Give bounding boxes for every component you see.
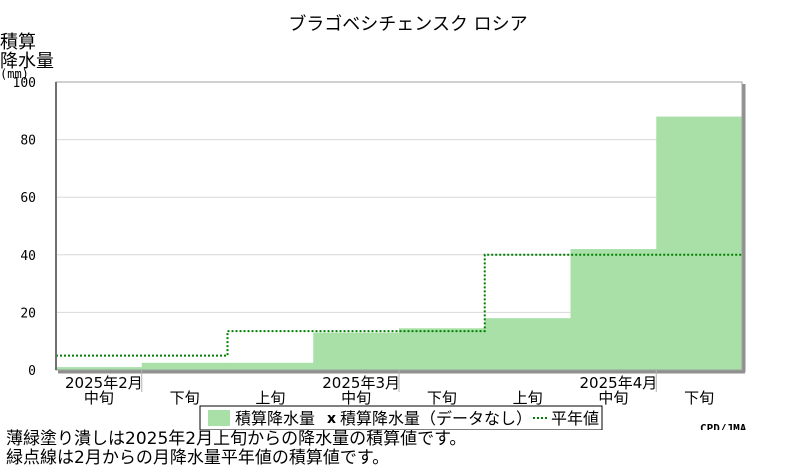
y-axis-label-line1: 積算 <box>0 32 36 53</box>
y-tick-label-100: 100 <box>13 76 36 91</box>
bar-cumulative-6 <box>570 249 657 370</box>
bar-cumulative-2 <box>227 362 314 370</box>
cumulative-precipitation-area <box>56 116 743 370</box>
x-tick-decade-0: 中旬 <box>84 389 114 407</box>
x-tick-decade-1: 下旬 <box>170 389 200 407</box>
x-tick-month-1: 2025年3月 <box>322 374 400 392</box>
y-axis-label-unit: (mm) <box>0 67 29 81</box>
x-tick-month-0: 2025年2月 <box>65 374 143 392</box>
x-tick-decade-3: 中旬 <box>341 389 371 407</box>
chart-title: ブラゴベシチェンスク ロシア <box>288 13 527 35</box>
bar-cumulative-5 <box>484 318 571 370</box>
legend: 積算降水量 x 積算降水量（データなし） 平年値 <box>199 405 603 430</box>
legend-swatch-cumulative <box>208 410 230 426</box>
bar-cumulative-1 <box>141 362 228 370</box>
y-tick-label-20: 20 <box>20 306 36 321</box>
tick-labels: 0 20 40 60 80 100 中旬 下旬 上旬 中旬 下旬 上旬 中旬 下旬 2025年2月 2025年… <box>13 76 715 407</box>
x-tick-month-2: 2025年4月 <box>580 374 658 392</box>
x-tick-decade-6: 中旬 <box>598 389 628 407</box>
footnotes: 薄緑塗り潰しは2025年2月上旬からの降水量の積算値です。 緑点線は2月からの月… <box>6 430 466 468</box>
y-tick-label-60: 60 <box>20 191 36 206</box>
footnote-dotted: 緑点線は2月からの月降水量平年値の積算値です。 <box>6 448 390 468</box>
legend-x-icon: x <box>327 411 336 427</box>
credit-text: CPD/JMA <box>700 422 747 430</box>
y-axis-label-line2: 降水量 <box>0 51 54 72</box>
legend-label-normal: 平年値 <box>551 409 599 428</box>
bar-cumulative-4 <box>399 328 486 370</box>
y-tick-label-80: 80 <box>20 134 36 149</box>
x-tick-decade-2: 上旬 <box>255 389 285 407</box>
bar-cumulative-0 <box>56 367 143 370</box>
legend-label-cumulative: 積算降水量 <box>235 409 315 428</box>
x-tick-decade-5: 上旬 <box>513 389 543 407</box>
footnote-fill: 薄緑塗り潰しは2025年2月上旬からの降水量の積算値です。 <box>6 429 467 449</box>
precipitation-chart: 0 20 40 60 80 100 中旬 下旬 上旬 中旬 下旬 上旬 中旬 下旬 2025年2月 2025年… <box>0 13 747 430</box>
plot-frame <box>55 81 746 392</box>
legend-label-nodata: 積算降水量（データなし） <box>340 409 532 428</box>
bar-cumulative-7 <box>656 116 743 370</box>
y-tick-label-0: 0 <box>28 364 36 379</box>
x-tick-decade-7: 下旬 <box>684 389 714 407</box>
x-tick-decade-4: 下旬 <box>427 389 457 407</box>
y-tick-label-40: 40 <box>20 249 36 264</box>
bar-cumulative-3 <box>313 332 400 370</box>
